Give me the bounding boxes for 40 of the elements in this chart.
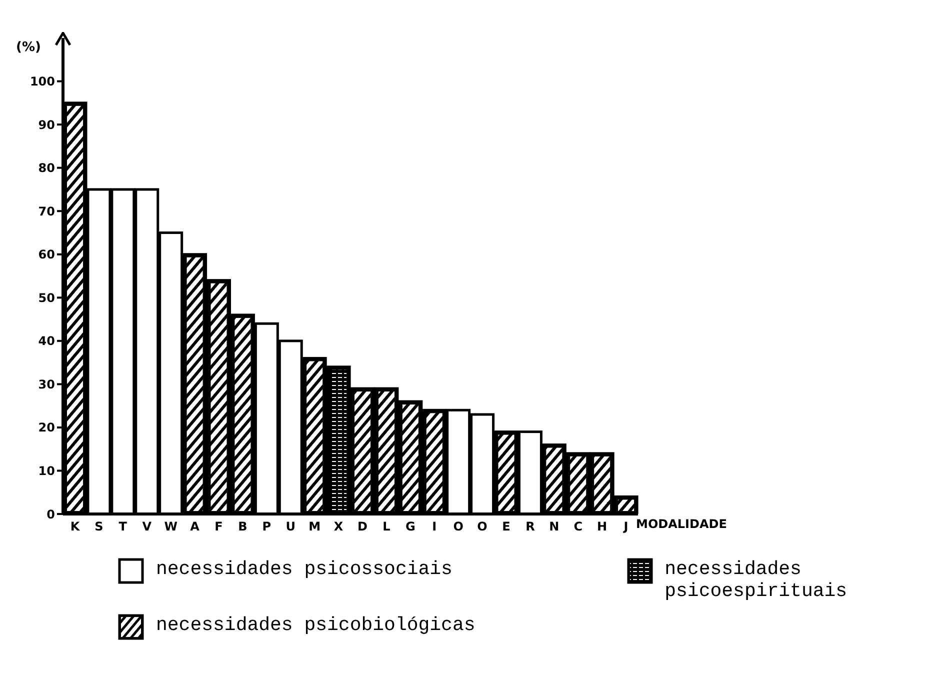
x-tick-label: B <box>238 520 248 534</box>
y-tick-label: 80 <box>38 161 55 176</box>
y-tick-label: 30 <box>38 377 55 392</box>
x-tick-label: C <box>574 520 583 534</box>
y-tick-label: 20 <box>38 420 55 435</box>
y-tick-label: 10 <box>38 464 55 478</box>
x-tick-label: X <box>334 520 344 534</box>
x-tick-label: A <box>190 520 200 534</box>
x-tick-label: R <box>526 520 535 534</box>
legend-label: necessidades psicoespirituais <box>664 558 848 602</box>
x-tick-label: O <box>453 520 464 534</box>
legend-label: necessidades psicossociais <box>156 558 452 580</box>
x-tick-label: G <box>405 520 416 534</box>
y-tick-label: 60 <box>38 248 55 262</box>
x-tick-label: D <box>357 520 368 534</box>
x-tick-label: P <box>262 520 272 534</box>
x-tick-label: K <box>70 520 80 534</box>
x-tick-label: L <box>382 520 391 534</box>
x-tick-label: F <box>214 520 223 534</box>
y-axis-title: (%) <box>16 40 41 55</box>
legend-label: necessidades psicobiológicas <box>156 614 476 636</box>
y-tick-label: 70 <box>38 204 55 218</box>
x-tick-label: T <box>118 520 128 534</box>
x-tick-label: V <box>142 520 152 534</box>
x-tick-label: J <box>622 520 628 534</box>
x-tick-label: M <box>308 520 321 534</box>
x-tick-label: H <box>597 520 608 534</box>
x-tick-label: E <box>502 520 510 534</box>
x-tick-label: N <box>549 520 560 534</box>
y-tick-label: 0 <box>46 507 55 522</box>
x-tick-label: W <box>164 520 178 534</box>
x-axis-title: MODALIDADE <box>636 517 727 531</box>
x-tick-label: I <box>432 520 437 534</box>
x-tick-label: O <box>477 520 488 534</box>
y-tick-label: 90 <box>38 118 55 132</box>
y-tick-label: 40 <box>38 334 55 348</box>
y-tick-label: 50 <box>38 290 55 305</box>
x-tick-label: S <box>94 520 104 534</box>
x-tick-label: U <box>286 520 296 534</box>
y-tick-label: 100 <box>30 74 55 89</box>
